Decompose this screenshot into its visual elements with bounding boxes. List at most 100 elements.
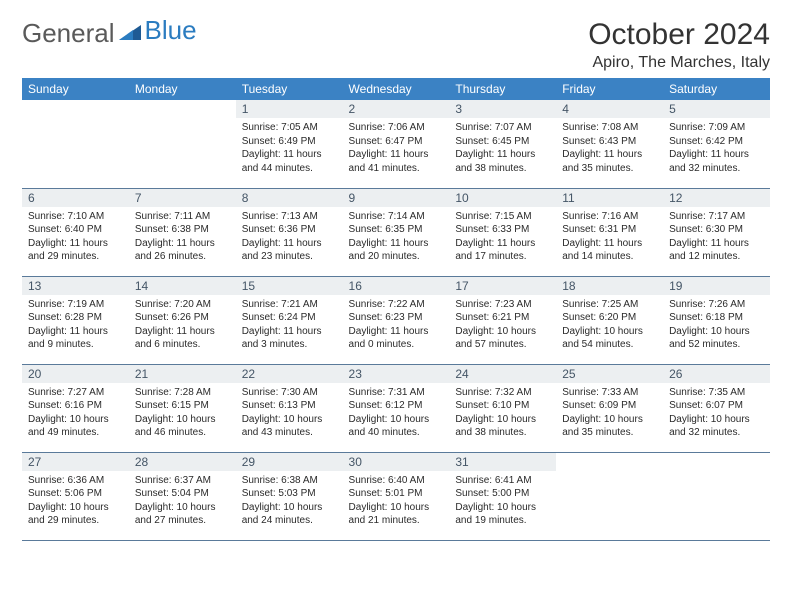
day-number: 29 bbox=[236, 453, 343, 471]
day-number: 22 bbox=[236, 365, 343, 383]
sunrise-text: Sunrise: 6:37 AM bbox=[135, 474, 230, 488]
day-number: 9 bbox=[343, 189, 450, 207]
daylight-text: Daylight: 10 hours and 27 minutes. bbox=[135, 501, 230, 528]
day-content: Sunrise: 7:22 AMSunset: 6:23 PMDaylight:… bbox=[343, 295, 450, 356]
weekday-header: Sunday bbox=[22, 78, 129, 100]
sunrise-text: Sunrise: 7:33 AM bbox=[562, 386, 657, 400]
day-content: Sunrise: 7:16 AMSunset: 6:31 PMDaylight:… bbox=[556, 207, 663, 268]
day-number: 21 bbox=[129, 365, 236, 383]
day-number: 31 bbox=[449, 453, 556, 471]
calendar-cell: 16Sunrise: 7:22 AMSunset: 6:23 PMDayligh… bbox=[343, 276, 450, 364]
sunset-text: Sunset: 6:35 PM bbox=[349, 223, 444, 237]
day-content: Sunrise: 7:33 AMSunset: 6:09 PMDaylight:… bbox=[556, 383, 663, 444]
weekday-row: SundayMondayTuesdayWednesdayThursdayFrid… bbox=[22, 78, 770, 100]
sunset-text: Sunset: 6:45 PM bbox=[455, 135, 550, 149]
calendar-cell: 1Sunrise: 7:05 AMSunset: 6:49 PMDaylight… bbox=[236, 100, 343, 188]
calendar-row: 6Sunrise: 7:10 AMSunset: 6:40 PMDaylight… bbox=[22, 188, 770, 276]
weekday-header: Saturday bbox=[663, 78, 770, 100]
calendar-cell: . bbox=[22, 100, 129, 188]
day-number: 5 bbox=[663, 100, 770, 118]
daylight-text: Daylight: 10 hours and 57 minutes. bbox=[455, 325, 550, 352]
sunset-text: Sunset: 6:40 PM bbox=[28, 223, 123, 237]
sunrise-text: Sunrise: 7:05 AM bbox=[242, 121, 337, 135]
sunrise-text: Sunrise: 7:27 AM bbox=[28, 386, 123, 400]
sunrise-text: Sunrise: 7:31 AM bbox=[349, 386, 444, 400]
daylight-text: Daylight: 10 hours and 24 minutes. bbox=[242, 501, 337, 528]
day-number: 15 bbox=[236, 277, 343, 295]
calendar-row: 13Sunrise: 7:19 AMSunset: 6:28 PMDayligh… bbox=[22, 276, 770, 364]
day-content: Sunrise: 7:14 AMSunset: 6:35 PMDaylight:… bbox=[343, 207, 450, 268]
sunrise-text: Sunrise: 7:15 AM bbox=[455, 210, 550, 224]
sunrise-text: Sunrise: 7:11 AM bbox=[135, 210, 230, 224]
calendar-thead: SundayMondayTuesdayWednesdayThursdayFrid… bbox=[22, 78, 770, 100]
daylight-text: Daylight: 11 hours and 41 minutes. bbox=[349, 148, 444, 175]
daylight-text: Daylight: 10 hours and 35 minutes. bbox=[562, 413, 657, 440]
sunrise-text: Sunrise: 7:25 AM bbox=[562, 298, 657, 312]
day-number: 3 bbox=[449, 100, 556, 118]
daylight-text: Daylight: 10 hours and 19 minutes. bbox=[455, 501, 550, 528]
day-content: Sunrise: 7:30 AMSunset: 6:13 PMDaylight:… bbox=[236, 383, 343, 444]
sunrise-text: Sunrise: 6:38 AM bbox=[242, 474, 337, 488]
location: Apiro, The Marches, Italy bbox=[588, 54, 770, 72]
calendar-cell: 27Sunrise: 6:36 AMSunset: 5:06 PMDayligh… bbox=[22, 452, 129, 540]
day-content: Sunrise: 6:40 AMSunset: 5:01 PMDaylight:… bbox=[343, 471, 450, 532]
calendar-cell: 13Sunrise: 7:19 AMSunset: 6:28 PMDayligh… bbox=[22, 276, 129, 364]
sunrise-text: Sunrise: 7:28 AM bbox=[135, 386, 230, 400]
calendar-cell: 25Sunrise: 7:33 AMSunset: 6:09 PMDayligh… bbox=[556, 364, 663, 452]
daylight-text: Daylight: 11 hours and 29 minutes. bbox=[28, 237, 123, 264]
sunrise-text: Sunrise: 7:23 AM bbox=[455, 298, 550, 312]
sunset-text: Sunset: 6:13 PM bbox=[242, 399, 337, 413]
calendar-cell: 4Sunrise: 7:08 AMSunset: 6:43 PMDaylight… bbox=[556, 100, 663, 188]
day-number: 2 bbox=[343, 100, 450, 118]
day-content: Sunrise: 7:06 AMSunset: 6:47 PMDaylight:… bbox=[343, 118, 450, 179]
daylight-text: Daylight: 10 hours and 40 minutes. bbox=[349, 413, 444, 440]
weekday-header: Friday bbox=[556, 78, 663, 100]
day-number: 14 bbox=[129, 277, 236, 295]
daylight-text: Daylight: 10 hours and 52 minutes. bbox=[669, 325, 764, 352]
sunrise-text: Sunrise: 7:20 AM bbox=[135, 298, 230, 312]
weekday-header: Tuesday bbox=[236, 78, 343, 100]
day-number: 27 bbox=[22, 453, 129, 471]
day-number: 19 bbox=[663, 277, 770, 295]
sunset-text: Sunset: 6:31 PM bbox=[562, 223, 657, 237]
weekday-header: Thursday bbox=[449, 78, 556, 100]
calendar-row: ..1Sunrise: 7:05 AMSunset: 6:49 PMDaylig… bbox=[22, 100, 770, 188]
daylight-text: Daylight: 11 hours and 32 minutes. bbox=[669, 148, 764, 175]
day-content: Sunrise: 7:08 AMSunset: 6:43 PMDaylight:… bbox=[556, 118, 663, 179]
day-number: 7 bbox=[129, 189, 236, 207]
calendar-cell: 6Sunrise: 7:10 AMSunset: 6:40 PMDaylight… bbox=[22, 188, 129, 276]
day-content: Sunrise: 7:10 AMSunset: 6:40 PMDaylight:… bbox=[22, 207, 129, 268]
sunrise-text: Sunrise: 7:32 AM bbox=[455, 386, 550, 400]
sunrise-text: Sunrise: 7:09 AM bbox=[669, 121, 764, 135]
daylight-text: Daylight: 11 hours and 12 minutes. bbox=[669, 237, 764, 264]
sunset-text: Sunset: 6:33 PM bbox=[455, 223, 550, 237]
sunrise-text: Sunrise: 7:13 AM bbox=[242, 210, 337, 224]
daylight-text: Daylight: 10 hours and 29 minutes. bbox=[28, 501, 123, 528]
sunrise-text: Sunrise: 6:41 AM bbox=[455, 474, 550, 488]
sunset-text: Sunset: 6:18 PM bbox=[669, 311, 764, 325]
sunset-text: Sunset: 6:15 PM bbox=[135, 399, 230, 413]
sunrise-text: Sunrise: 7:19 AM bbox=[28, 298, 123, 312]
daylight-text: Daylight: 11 hours and 44 minutes. bbox=[242, 148, 337, 175]
logo: General Blue bbox=[22, 18, 197, 49]
sunset-text: Sunset: 5:00 PM bbox=[455, 487, 550, 501]
calendar-cell: 31 Sunrise: 6:41 AMSunset: 5:00 PMDayligh… bbox=[449, 452, 556, 540]
calendar-cell: 26Sunrise: 7:35 AMSunset: 6:07 PMDayligh… bbox=[663, 364, 770, 452]
sunrise-text: Sunrise: 7:14 AM bbox=[349, 210, 444, 224]
sunrise-text: Sunrise: 7:35 AM bbox=[669, 386, 764, 400]
sunset-text: Sunset: 6:09 PM bbox=[562, 399, 657, 413]
day-content: Sunrise: 7:23 AMSunset: 6:21 PMDaylight:… bbox=[449, 295, 556, 356]
daylight-text: Daylight: 10 hours and 32 minutes. bbox=[669, 413, 764, 440]
calendar-cell: 21Sunrise: 7:28 AMSunset: 6:15 PMDayligh… bbox=[129, 364, 236, 452]
sunset-text: Sunset: 6:16 PM bbox=[28, 399, 123, 413]
day-content: Sunrise: 7:32 AMSunset: 6:10 PMDaylight:… bbox=[449, 383, 556, 444]
day-number: 13 bbox=[22, 277, 129, 295]
calendar-cell: 15Sunrise: 7:21 AMSunset: 6:24 PMDayligh… bbox=[236, 276, 343, 364]
calendar-cell: 24Sunrise: 7:32 AMSunset: 6:10 PMDayligh… bbox=[449, 364, 556, 452]
day-number: 24 bbox=[449, 365, 556, 383]
calendar-cell: 8Sunrise: 7:13 AMSunset: 6:36 PMDaylight… bbox=[236, 188, 343, 276]
sunrise-text: Sunrise: 7:08 AM bbox=[562, 121, 657, 135]
daylight-text: Daylight: 11 hours and 17 minutes. bbox=[455, 237, 550, 264]
day-content: Sunrise: 7:15 AMSunset: 6:33 PMDaylight:… bbox=[449, 207, 556, 268]
daylight-text: Daylight: 10 hours and 43 minutes. bbox=[242, 413, 337, 440]
